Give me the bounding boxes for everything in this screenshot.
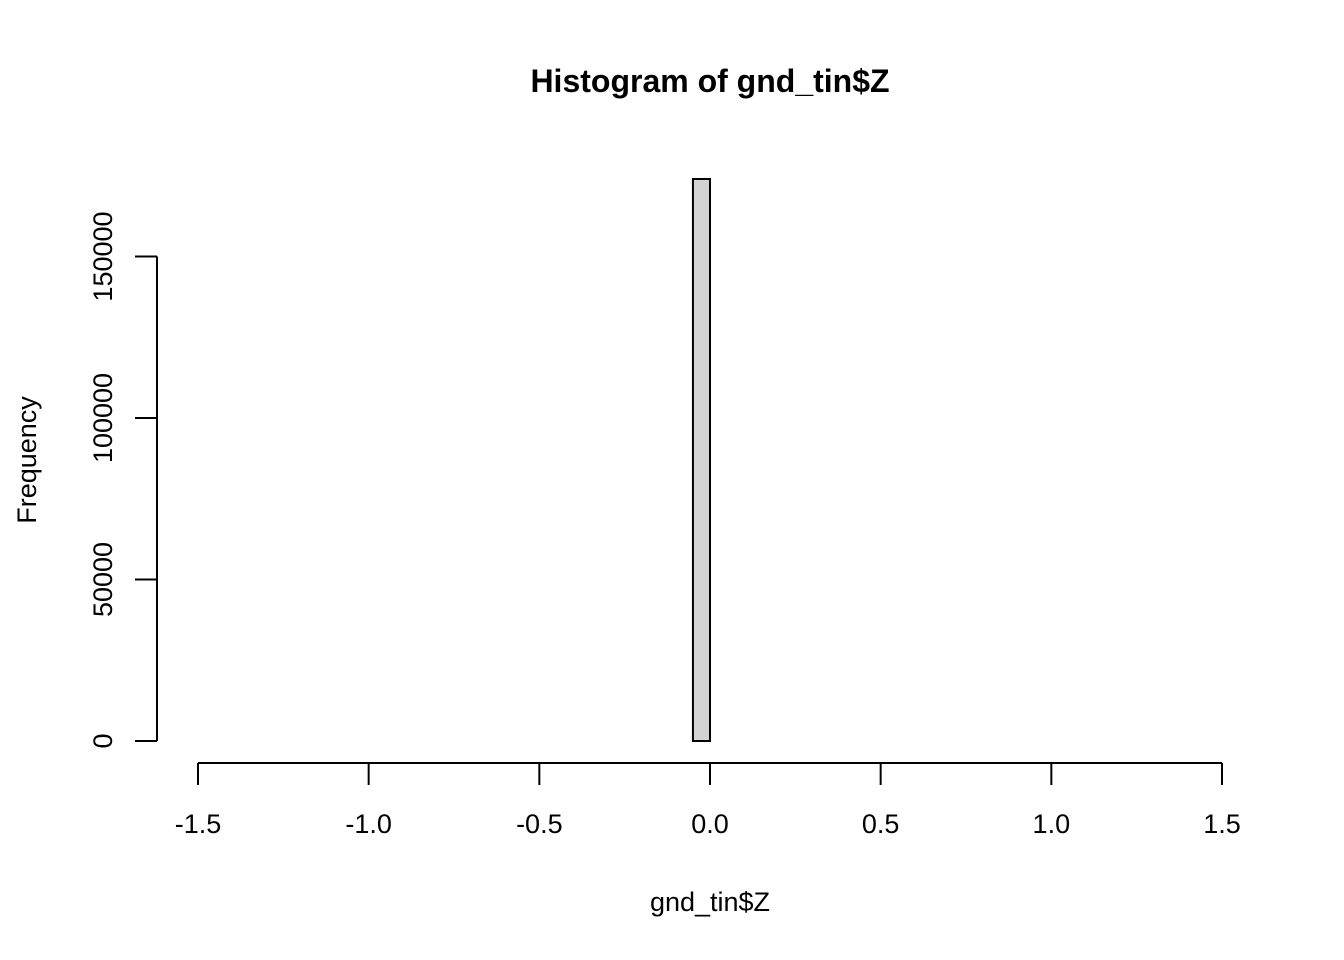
x-tick-label: 0.0 bbox=[691, 809, 729, 839]
y-axis-label: Frequency bbox=[12, 396, 42, 524]
x-tick-label: 0.5 bbox=[862, 809, 900, 839]
y-tick-label: 150000 bbox=[88, 211, 118, 301]
chart-title: Histogram of gnd_tin$Z bbox=[530, 63, 889, 99]
y-tick-label: 0 bbox=[88, 733, 118, 748]
y-tick-label: 50000 bbox=[88, 542, 118, 617]
bar bbox=[691, 178, 712, 742]
x-tick-label: -1.5 bbox=[175, 809, 222, 839]
y-tick-label: 100000 bbox=[88, 373, 118, 463]
x-tick-label: 1.0 bbox=[1033, 809, 1071, 839]
x-tick-label: -0.5 bbox=[516, 809, 563, 839]
x-axis-label: gnd_tin$Z bbox=[650, 887, 770, 917]
x-tick-label: 1.5 bbox=[1203, 809, 1241, 839]
x-tick-label: -1.0 bbox=[345, 809, 392, 839]
